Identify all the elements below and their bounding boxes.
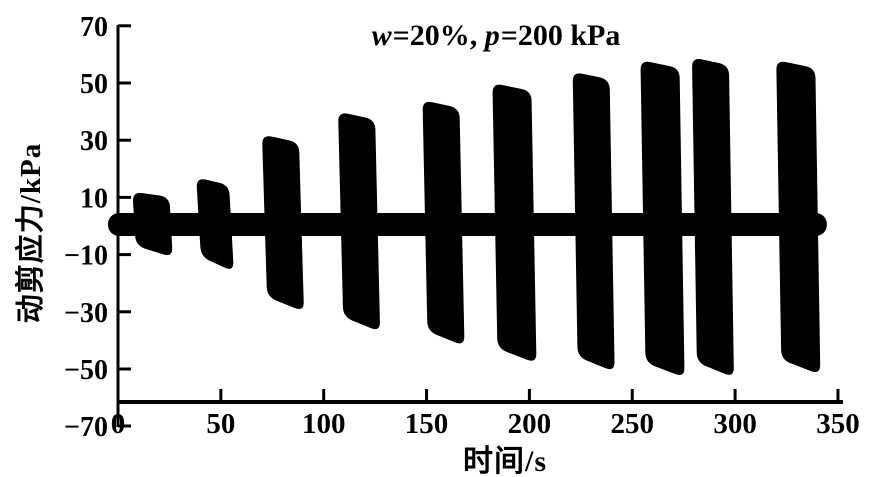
y-tick-label: −30 [64,298,108,329]
y-tick-label: 30 [80,126,108,157]
y-axis-title: 动剪应力/kPa [15,142,47,324]
y-tick-label: −10 [64,241,108,272]
x-tick-label: 200 [508,408,552,440]
y-tick-label: −50 [64,355,108,386]
annotation-w-symbol: w [371,19,392,52]
x-tick-label: 150 [405,408,449,440]
y-tick-label: −70 [64,412,108,443]
x-tick-label: 0 [111,408,126,440]
condition-annotation: w=20%, p=200 kPa [372,19,621,53]
burst-blob [132,192,173,256]
annotation-p-symbol: p [484,19,500,52]
x-axis-title: 时间/s [462,445,548,477]
annotation-w-value: =20%, [392,19,485,52]
burst-blob [196,179,234,269]
y-tick-label: 50 [80,69,108,100]
x-tick-label: 100 [302,408,346,440]
burst-blob [262,136,304,310]
burst-blob [338,113,380,330]
y-tick-label: 10 [80,183,108,214]
x-tick-label: 50 [206,408,235,440]
burst-blob [422,101,465,344]
burst-blob [692,59,734,375]
burst-blob [572,73,615,370]
annotation-p-value: =200 kPa [500,19,621,52]
burst-blob [640,61,685,375]
y-tick-label: 70 [80,12,108,43]
burst-blob [492,84,537,361]
x-tick-label: 250 [611,408,655,440]
x-tick-label: 300 [713,408,757,440]
x-tick-label: 350 [816,408,860,440]
burst-blob [776,61,821,373]
